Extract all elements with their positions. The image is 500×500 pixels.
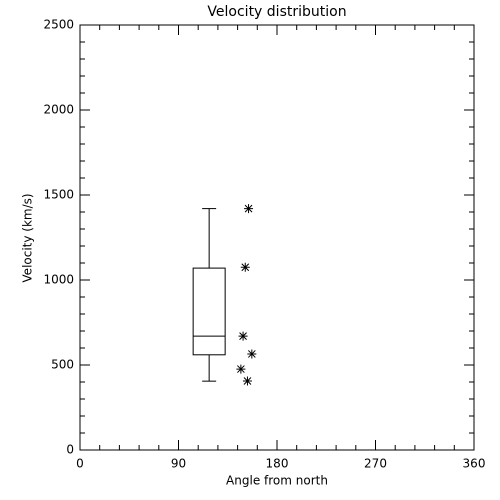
outlier-point: [236, 364, 246, 374]
x-tick-label: 90: [171, 457, 186, 471]
x-tick-label: 180: [266, 457, 289, 471]
x-tick-label: 270: [364, 457, 387, 471]
y-axis-label: Velocity (km/s): [21, 193, 35, 282]
y-tick-label: 1500: [43, 188, 74, 202]
outlier-point: [240, 262, 250, 272]
x-tick-label: 0: [76, 457, 84, 471]
y-tick-label: 2000: [43, 103, 74, 117]
x-tick-label: 360: [463, 457, 486, 471]
y-tick-label: 2500: [43, 18, 74, 32]
x-axis-label: Angle from north: [226, 474, 328, 488]
y-tick-label: 1000: [43, 273, 74, 287]
plot-frame: [79, 24, 475, 451]
box: [192, 267, 226, 356]
outlier-point: [242, 376, 252, 386]
outlier-point: [247, 349, 257, 359]
outlier-point: [244, 204, 254, 214]
chart-title: Velocity distribution: [207, 4, 346, 20]
y-tick-label: 500: [51, 358, 74, 372]
y-tick-label: 0: [66, 443, 74, 457]
outlier-point: [238, 331, 248, 341]
